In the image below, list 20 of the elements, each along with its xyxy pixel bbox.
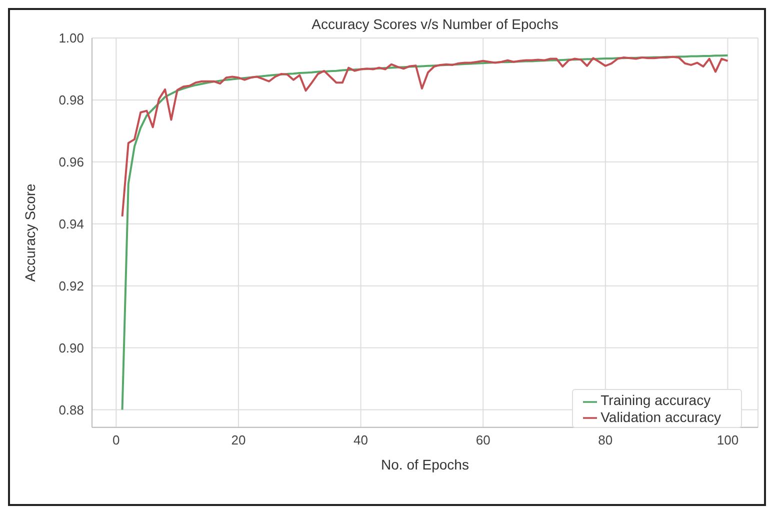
- line-series: [121, 54, 729, 411]
- y-tick-label: 0.98: [58, 92, 84, 108]
- x-tick-label: 20: [231, 432, 246, 448]
- x-tick-label: 40: [354, 432, 368, 448]
- y-tick-label: 0.94: [58, 216, 84, 232]
- x-axis-title: No. of Epochs: [381, 456, 469, 472]
- y-tick-label: 0.88: [58, 402, 84, 418]
- y-tick-label: 0.92: [58, 278, 84, 294]
- line-series: [121, 56, 729, 218]
- chart-title: Accuracy Scores v/s Number of Epochs: [310, 16, 560, 32]
- y-tick-label: 0.96: [58, 154, 84, 170]
- x-tick-label: 80: [598, 432, 613, 448]
- x-tick-label: 100: [716, 432, 739, 448]
- y-tick-label: 1.00: [58, 30, 84, 46]
- legend-label: Validation accuracy: [600, 408, 721, 425]
- x-tick-label: 0: [112, 432, 120, 448]
- legend-label: Training accuracy: [600, 392, 711, 408]
- x-tick-label: 60: [476, 432, 490, 448]
- y-axis-title: Accuracy Score: [22, 183, 38, 282]
- y-tick-label: 0.90: [58, 340, 84, 356]
